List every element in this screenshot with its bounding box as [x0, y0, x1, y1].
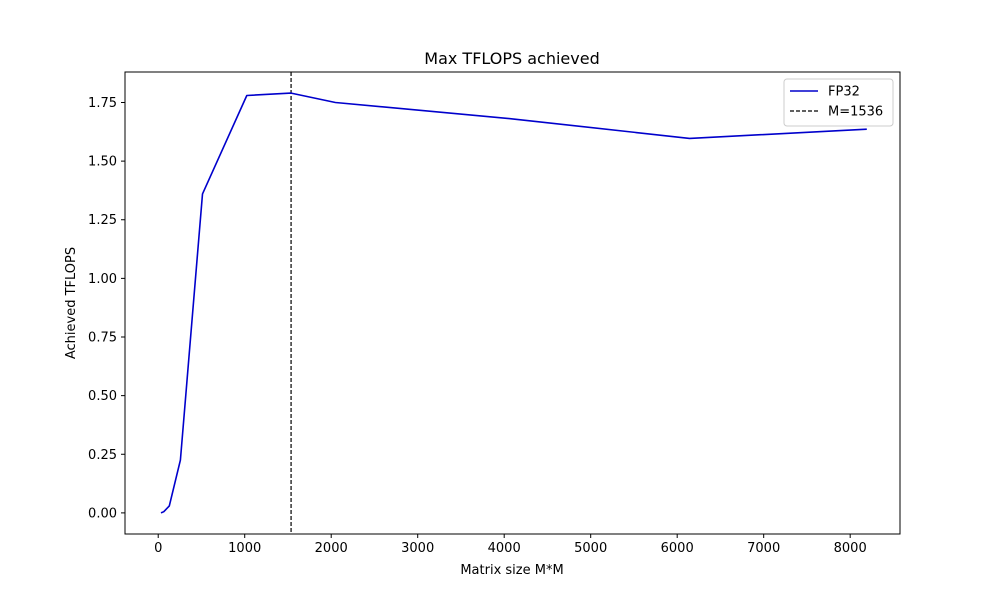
x-tick-label-0: 0 [154, 541, 162, 556]
x-tick-label-1: 1000 [228, 541, 261, 556]
x-axis-label: Matrix size M*M [460, 563, 563, 578]
y-tick-label-3: 0.75 [88, 331, 117, 346]
series-line-0 [160, 92, 867, 514]
legend: FP32 M=1536 [783, 78, 894, 127]
x-tick-label-7: 7000 [747, 541, 780, 556]
y-tick-label-2: 0.50 [88, 389, 117, 404]
axis-ticks: 0 1000 2000 3000 4000 5000 6000 7000 8000 0.00 0.2… [88, 96, 867, 556]
y-tick-label-7: 1.75 [88, 96, 117, 111]
y-tick-label-4: 1.00 [88, 272, 117, 287]
x-tick-label-3: 3000 [401, 541, 434, 556]
y-tick-label-0: 0.00 [88, 506, 117, 521]
y-tick-label-5: 1.25 [88, 213, 117, 228]
plot-area [124, 71, 901, 535]
x-tick-label-4: 4000 [488, 541, 521, 556]
legend-label-1: M=1536 [828, 105, 883, 120]
x-tick-label-2: 2000 [315, 541, 348, 556]
y-tick-label-6: 1.50 [88, 155, 117, 170]
data-marks [160, 72, 867, 534]
y-tick-label-1: 0.25 [88, 448, 117, 463]
chart-title: Max TFLOPS achieved [424, 49, 599, 68]
y-axis-label: Achieved TFLOPS [64, 247, 79, 359]
x-tick-label-8: 8000 [834, 541, 867, 556]
legend-label-0: FP32 [828, 85, 860, 100]
x-tick-label-6: 6000 [661, 541, 694, 556]
x-tick-label-5: 5000 [574, 541, 607, 556]
